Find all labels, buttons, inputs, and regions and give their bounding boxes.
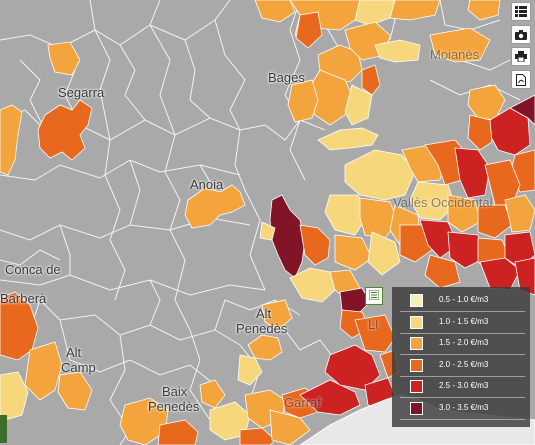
municipality-region[interactable] bbox=[0, 104, 23, 176]
comarca-label-alt-camp-1: Alt bbox=[66, 345, 82, 360]
comarca-label-moianes: Moianès bbox=[430, 47, 480, 62]
municipality-region[interactable] bbox=[199, 379, 226, 409]
municipality-region[interactable] bbox=[354, 314, 396, 353]
comarca-label-baix-penedes-2: Penedès bbox=[148, 399, 200, 414]
municipality-region[interactable] bbox=[514, 257, 535, 296]
comarca-label-conca-1: Conca de bbox=[5, 262, 61, 277]
legend-item: 3.0 - 3.5 €/m3 bbox=[400, 399, 525, 420]
comarca-label-llobregat: Ll bbox=[368, 317, 379, 332]
municipality-region[interactable] bbox=[504, 194, 535, 233]
municipality-region[interactable] bbox=[317, 127, 379, 151]
municipality-region[interactable] bbox=[484, 159, 521, 206]
comarca-label-conca-2: Barberà bbox=[0, 291, 47, 306]
municipality-region[interactable] bbox=[295, 11, 323, 49]
comarca-label-anoia: Anoia bbox=[190, 177, 224, 192]
municipality-region[interactable] bbox=[467, 0, 501, 21]
municipality-region[interactable] bbox=[424, 254, 461, 289]
municipality-region[interactable] bbox=[287, 79, 319, 123]
zoom-control-edge[interactable] bbox=[0, 415, 7, 443]
legend-label: 3.0 - 3.5 €/m3 bbox=[439, 402, 489, 412]
municipality-region[interactable] bbox=[374, 39, 421, 63]
comarca-label-valles: Vallès Occidental bbox=[393, 195, 493, 210]
legend-label: 0.5 - 1.0 €/m3 bbox=[439, 295, 489, 304]
comarca-label-alt-penedes-2: Penedès bbox=[236, 321, 288, 336]
legend-item: 2.5 - 3.0 €/m3 bbox=[400, 377, 525, 398]
municipality-region[interactable] bbox=[447, 194, 481, 233]
legend-label: 1.0 - 1.5 €/m3 bbox=[439, 316, 489, 326]
legend-item: 1.5 - 2.0 €/m3 bbox=[400, 334, 525, 355]
legend-panel: 0.5 - 1.0 €/m3 1.0 - 1.5 €/m3 1.5 - 2.0 €/… bbox=[392, 287, 530, 427]
municipality-region[interactable] bbox=[367, 231, 401, 276]
municipality-region[interactable] bbox=[419, 219, 459, 259]
municipality-region[interactable] bbox=[429, 27, 491, 63]
pdf-button[interactable] bbox=[511, 70, 531, 89]
municipality-region[interactable] bbox=[57, 371, 93, 411]
comarca-label-alt-penedes-1: Alt bbox=[256, 306, 272, 321]
municipality-region[interactable] bbox=[454, 147, 491, 199]
municipality-region[interactable] bbox=[399, 224, 433, 263]
legend-swatch bbox=[410, 294, 423, 307]
municipality-region[interactable] bbox=[254, 0, 296, 23]
municipality-region[interactable] bbox=[0, 371, 29, 421]
pdf-icon bbox=[516, 73, 526, 86]
municipality-region[interactable] bbox=[344, 149, 416, 201]
municipality-region[interactable] bbox=[299, 224, 331, 266]
municipality-region[interactable] bbox=[261, 299, 293, 331]
municipality-region[interactable] bbox=[447, 231, 486, 269]
municipality-region[interactable] bbox=[361, 64, 381, 96]
municipality-region[interactable] bbox=[119, 397, 169, 445]
municipality-region[interactable] bbox=[47, 41, 81, 76]
municipality-region[interactable] bbox=[344, 84, 373, 126]
legend-item: 2.0 - 2.5 €/m3 bbox=[400, 356, 525, 377]
municipality-region[interactable] bbox=[237, 354, 263, 386]
layers-list-icon bbox=[515, 6, 527, 17]
municipality-region[interactable] bbox=[509, 94, 535, 126]
legend-swatch bbox=[410, 358, 423, 372]
print-button[interactable] bbox=[511, 47, 531, 66]
legend-swatch bbox=[410, 380, 423, 393]
municipality-region[interactable] bbox=[324, 194, 369, 236]
municipality-region[interactable] bbox=[354, 0, 396, 26]
legend-label: 2.5 - 3.0 €/m3 bbox=[439, 381, 489, 390]
comarca-label-baix-penedes-1: Baix bbox=[162, 384, 188, 399]
municipality-region[interactable] bbox=[37, 99, 93, 161]
legend-swatch bbox=[410, 315, 423, 329]
municipality-region[interactable] bbox=[339, 287, 371, 313]
legend-item: 0.5 - 1.0 €/m3 bbox=[400, 291, 525, 312]
municipality-region[interactable] bbox=[239, 427, 276, 445]
municipality-region[interactable] bbox=[0, 291, 39, 361]
comarca-label-segarra: Segarra bbox=[58, 85, 105, 100]
comarca-label-alt-camp-2: Camp bbox=[61, 360, 96, 375]
legend-toggle-button[interactable] bbox=[365, 287, 383, 305]
municipality-region[interactable] bbox=[184, 184, 246, 229]
municipality-region[interactable] bbox=[259, 221, 276, 241]
municipality-region[interactable] bbox=[467, 114, 493, 151]
municipality-region[interactable] bbox=[157, 419, 199, 445]
municipality-region[interactable] bbox=[477, 204, 513, 239]
comarca-label-garraf: Garraf bbox=[284, 395, 321, 410]
municipality-region[interactable] bbox=[389, 0, 441, 21]
print-icon bbox=[515, 51, 527, 62]
legend-item: 1.0 - 1.5 €/m3 bbox=[400, 313, 525, 334]
municipality-region[interactable] bbox=[299, 379, 361, 416]
comarca-label-bages: Bages bbox=[268, 70, 305, 85]
legend-label: 1.5 - 2.0 €/m3 bbox=[439, 338, 489, 347]
municipality-region[interactable] bbox=[409, 181, 456, 221]
legend-label: 2.0 - 2.5 €/m3 bbox=[439, 359, 489, 369]
camera-icon bbox=[515, 29, 527, 40]
municipality-region[interactable] bbox=[24, 341, 63, 401]
legend-swatch bbox=[410, 337, 423, 350]
municipality-region[interactable] bbox=[269, 409, 311, 445]
municipality-region[interactable] bbox=[334, 234, 373, 271]
layers-list-button[interactable] bbox=[511, 2, 531, 21]
municipality-region[interactable] bbox=[479, 257, 521, 291]
legend-list-icon bbox=[368, 287, 380, 305]
camera-button[interactable] bbox=[511, 25, 531, 44]
legend-swatch bbox=[410, 401, 423, 415]
